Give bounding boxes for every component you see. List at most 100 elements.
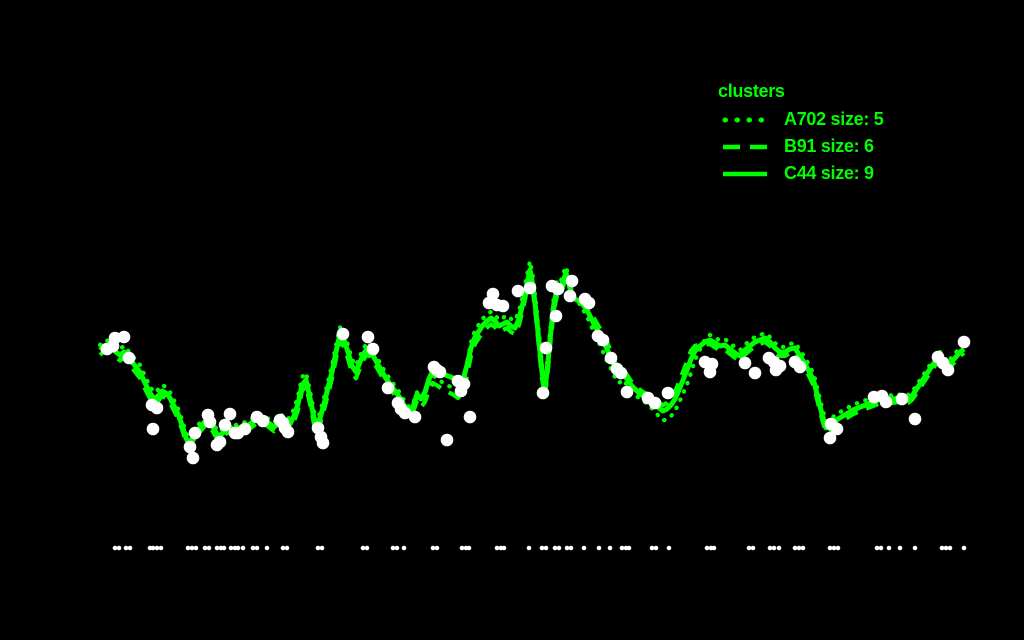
legend-label-a702: A702 size: 5 xyxy=(784,109,884,129)
rug-mark xyxy=(189,545,195,551)
rug-mark xyxy=(494,545,500,551)
rug-mark xyxy=(771,545,777,551)
observation-point xyxy=(705,357,719,371)
observation-point xyxy=(661,386,675,400)
rug-mark xyxy=(360,545,366,551)
rug-mark xyxy=(874,545,880,551)
rug-mark xyxy=(459,545,465,551)
rug-mark xyxy=(746,545,752,551)
rug-mark xyxy=(235,545,241,551)
rug-mark xyxy=(193,545,199,551)
rug-mark xyxy=(250,545,256,551)
rug-mark xyxy=(280,545,286,551)
observation-point xyxy=(511,284,525,298)
observation-point xyxy=(823,431,837,445)
rug-mark xyxy=(185,545,191,551)
rug-mark xyxy=(364,545,370,551)
rug-mark xyxy=(827,545,833,551)
rug-mark xyxy=(666,545,672,551)
legend-entry-c44: C44 size: 9 xyxy=(716,160,883,187)
observation-point xyxy=(496,299,510,313)
rug-mark xyxy=(607,545,613,551)
observation-point xyxy=(596,333,610,347)
rug-mark xyxy=(878,545,884,551)
observation-point xyxy=(738,356,752,370)
rug-mark xyxy=(831,545,837,551)
observation-point xyxy=(398,406,412,420)
legend-entry-b91: B91 size: 6 xyxy=(716,133,883,160)
rug-mark xyxy=(556,545,562,551)
rug-mark xyxy=(596,545,602,551)
observation-point xyxy=(563,289,577,303)
rug-mark xyxy=(526,545,532,551)
rug-mark xyxy=(401,545,407,551)
rug-mark xyxy=(939,545,945,551)
rug-mark xyxy=(501,545,507,551)
rug-mark xyxy=(947,545,953,551)
observation-point xyxy=(183,440,197,454)
rug-mark xyxy=(835,545,841,551)
rug-mark xyxy=(943,545,949,551)
observation-point xyxy=(793,360,807,374)
observation-point xyxy=(957,335,971,349)
dotted-line-sample-icon xyxy=(722,116,768,124)
rug-mark xyxy=(649,545,655,551)
observation-point xyxy=(256,414,270,428)
observation-point xyxy=(549,309,563,323)
rug-mark xyxy=(240,545,246,551)
observation-point xyxy=(366,342,380,356)
rug-mark xyxy=(800,545,806,551)
rug-mark xyxy=(254,545,260,551)
rug-mark xyxy=(796,545,802,551)
observation-point xyxy=(122,351,136,365)
rug-mark xyxy=(123,545,129,551)
observation-point xyxy=(830,422,844,436)
observation-point xyxy=(188,426,202,440)
rug-mark xyxy=(434,545,440,551)
observation-point xyxy=(336,327,350,341)
rug-mark xyxy=(619,545,625,551)
observation-point xyxy=(551,282,565,296)
rug-mark xyxy=(390,545,396,551)
observation-point xyxy=(316,436,330,450)
rug-mark xyxy=(206,545,212,551)
rug-mark xyxy=(202,545,208,551)
rug-mark xyxy=(961,545,967,551)
rug-mark xyxy=(552,545,558,551)
observation-point xyxy=(117,330,131,344)
observation-point xyxy=(150,401,164,415)
rug-mark xyxy=(228,545,234,551)
rug-mark xyxy=(626,545,632,551)
rug-mark xyxy=(158,545,164,551)
observation-point xyxy=(457,377,471,391)
observation-point xyxy=(381,381,395,395)
observation-point xyxy=(223,407,237,421)
observation-point xyxy=(408,410,422,424)
observation-point xyxy=(614,366,628,380)
observation-point xyxy=(539,341,553,355)
observation-point xyxy=(536,386,550,400)
rug-mark xyxy=(430,545,436,551)
chart-legend: clusters A702 size: 5 B91 size: 6 C44 si… xyxy=(716,81,884,187)
observation-point xyxy=(440,433,454,447)
rug-mark xyxy=(264,545,270,551)
rug-mark xyxy=(214,545,220,551)
dashed-line-sample-icon xyxy=(722,143,768,151)
observation-point xyxy=(203,415,217,429)
legend-title: clusters xyxy=(718,81,785,101)
rug-mark xyxy=(319,545,325,551)
rug-mark xyxy=(886,545,892,551)
rug-mark xyxy=(466,545,472,551)
observation-point xyxy=(213,435,227,449)
rug-mark xyxy=(704,545,710,551)
rug-mark xyxy=(127,545,133,551)
observation-point xyxy=(186,451,200,465)
rug-mark xyxy=(792,545,798,551)
observation-point xyxy=(620,385,634,399)
rug-mark xyxy=(897,545,903,551)
legend-label-c44: C44 size: 9 xyxy=(784,163,874,183)
rug-mark xyxy=(776,545,782,551)
rug-mark xyxy=(150,545,156,551)
